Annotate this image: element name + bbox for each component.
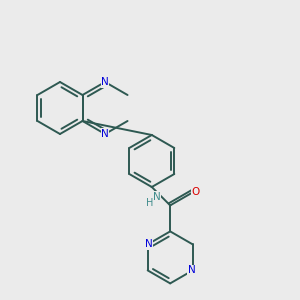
Text: H: H [146, 198, 154, 208]
Text: N: N [153, 192, 161, 202]
Text: N: N [145, 239, 152, 249]
Text: N: N [101, 129, 109, 139]
Text: N: N [188, 266, 196, 275]
Text: N: N [101, 77, 109, 87]
Text: O: O [192, 188, 200, 197]
